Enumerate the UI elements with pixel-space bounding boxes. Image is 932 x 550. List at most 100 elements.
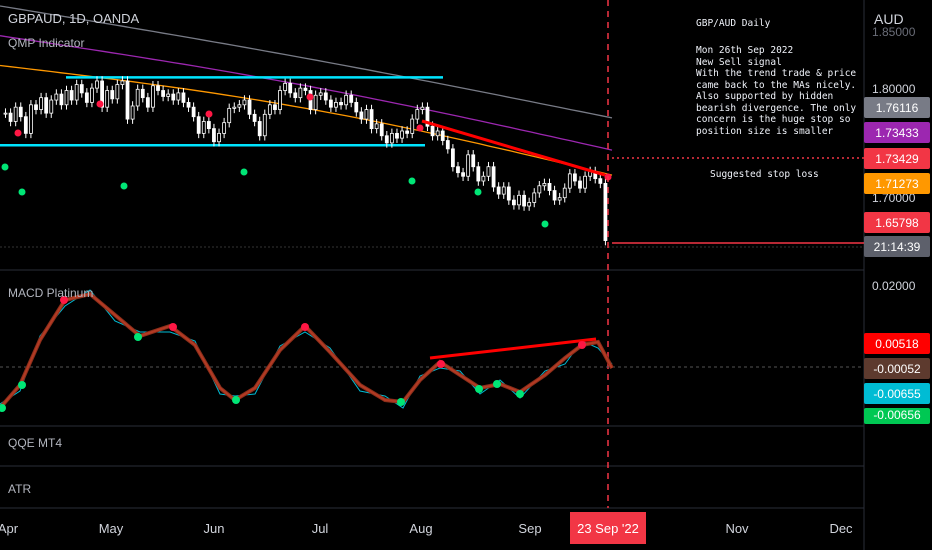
candle (34, 104, 38, 110)
macd-signal-line (0, 289, 613, 409)
symbol-title: GBPAUD, 1D, OANDA (8, 11, 140, 26)
candle (105, 90, 110, 108)
month-label: Jun (203, 521, 225, 536)
candle (237, 104, 242, 108)
candle (206, 121, 211, 130)
candle (288, 82, 293, 94)
macd-buy-dot (397, 398, 405, 406)
current-date-badge: 23 Sep '22 (570, 512, 646, 544)
qmp-indicator-label[interactable]: QMP Indicator (8, 36, 85, 50)
candle (359, 111, 364, 120)
candle (29, 104, 33, 134)
sell-signal-dot (14, 129, 22, 137)
macd-tag-4: -0.00656 (864, 408, 930, 424)
candle (364, 109, 369, 120)
candle (440, 130, 445, 141)
buy-signal-dot (240, 168, 248, 176)
candle (232, 106, 237, 109)
candle (298, 87, 303, 99)
candle (176, 92, 181, 101)
month-label: Sep (518, 521, 542, 536)
sell-signal-dot (416, 124, 424, 132)
candle (583, 175, 587, 189)
sell-signal-dot (96, 100, 104, 108)
candle (354, 102, 359, 113)
candle (69, 90, 74, 101)
price-axis-level: 1.80000 (872, 82, 916, 96)
candle (471, 154, 476, 168)
candle (90, 87, 94, 103)
candle (567, 173, 572, 189)
candle (506, 186, 511, 201)
candle (74, 84, 79, 101)
candle (59, 93, 64, 106)
candle (217, 132, 221, 143)
candle (501, 186, 506, 195)
candle (379, 123, 384, 137)
candle (273, 104, 277, 110)
candle (49, 99, 54, 114)
candle (151, 85, 155, 108)
candle (110, 90, 115, 100)
sell-signal-dot (306, 93, 314, 101)
candle (517, 194, 521, 206)
candle (410, 118, 415, 134)
macd-sell-dot (301, 323, 309, 331)
buy-signal-dot (120, 182, 128, 190)
candle (252, 113, 257, 122)
candle (573, 173, 577, 182)
candle (395, 132, 399, 139)
candle (603, 182, 608, 241)
candle (430, 125, 435, 137)
macd-tag-3: -0.00655 (864, 383, 930, 404)
candle (267, 104, 272, 115)
price-tag-stop: 1.73429 (864, 148, 930, 169)
price-axis-top: 1.85000 (872, 25, 916, 39)
candle (369, 109, 374, 130)
ma-slow-line (0, 5, 613, 119)
buy-signal-dot (18, 188, 26, 196)
price-tag-fast-ma: 1.71273 (864, 173, 930, 194)
candle (552, 190, 557, 201)
candle (344, 94, 349, 106)
candle (278, 90, 282, 110)
macd-buy-dot (134, 333, 142, 341)
candle (156, 85, 160, 91)
qqe-label[interactable]: QQE MT4 (8, 436, 63, 450)
candle (435, 130, 440, 137)
candle (389, 132, 394, 144)
candle (542, 182, 547, 187)
macd-sell-dot (169, 323, 177, 331)
candle (328, 99, 333, 108)
candle (537, 185, 542, 194)
candle (557, 197, 562, 201)
macd-buy-dot (232, 396, 240, 404)
candle (384, 135, 389, 144)
candle (476, 166, 481, 182)
candle (64, 90, 69, 106)
candle (456, 166, 460, 174)
macd-label[interactable]: MACD Platinum (8, 286, 94, 300)
buy-signal-dot (541, 220, 549, 228)
candle (227, 107, 232, 124)
price-axis-level: 1.70000 (872, 191, 916, 205)
candle (323, 92, 328, 101)
price-tag-current: 1.65798 (864, 212, 930, 233)
candle (135, 88, 140, 107)
candle (445, 140, 450, 150)
candle (166, 93, 171, 97)
candle (303, 87, 308, 91)
candle (84, 92, 89, 103)
candle (3, 112, 8, 115)
ma-fast-line (0, 64, 613, 176)
candle (13, 106, 18, 122)
candle (262, 113, 267, 137)
candle (115, 84, 120, 100)
candle (283, 82, 288, 91)
candle (8, 112, 13, 122)
countdown-tag: 21:14:39 (864, 236, 930, 257)
atr-label[interactable]: ATR (8, 482, 32, 496)
candle (145, 97, 150, 108)
candle (242, 99, 247, 106)
